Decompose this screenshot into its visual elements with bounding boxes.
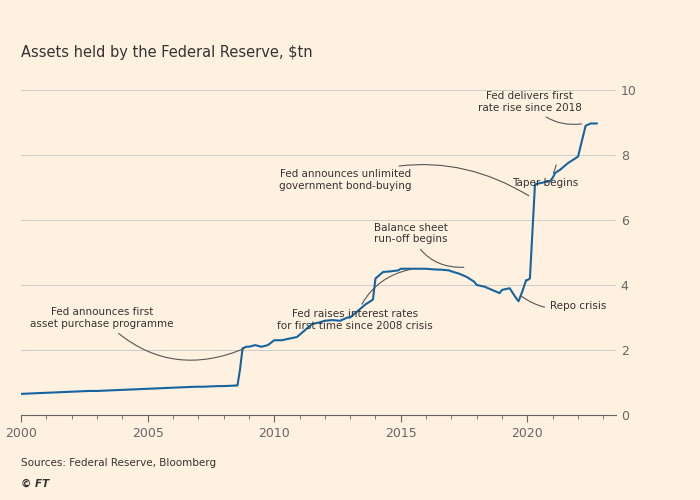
- Text: Fed announces first
asset purchase programme: Fed announces first asset purchase progr…: [30, 308, 244, 360]
- Text: Assets held by the Federal Reserve, $tn: Assets held by the Federal Reserve, $tn: [21, 45, 313, 60]
- Text: Taper begins: Taper begins: [512, 165, 578, 188]
- Text: Sources: Federal Reserve, Bloomberg: Sources: Federal Reserve, Bloomberg: [21, 458, 216, 468]
- Text: Fed announces unlimited
government bond-buying: Fed announces unlimited government bond-…: [279, 164, 528, 196]
- Text: Fed raises interest rates
for first time since 2008 crisis: Fed raises interest rates for first time…: [277, 270, 433, 331]
- Text: Fed delivers first
rate rise since 2018: Fed delivers first rate rise since 2018: [478, 91, 582, 124]
- Text: Balance sheet
run-off begins: Balance sheet run-off begins: [374, 223, 464, 268]
- Text: Repo crisis: Repo crisis: [521, 296, 606, 311]
- Text: © FT: © FT: [21, 479, 49, 489]
